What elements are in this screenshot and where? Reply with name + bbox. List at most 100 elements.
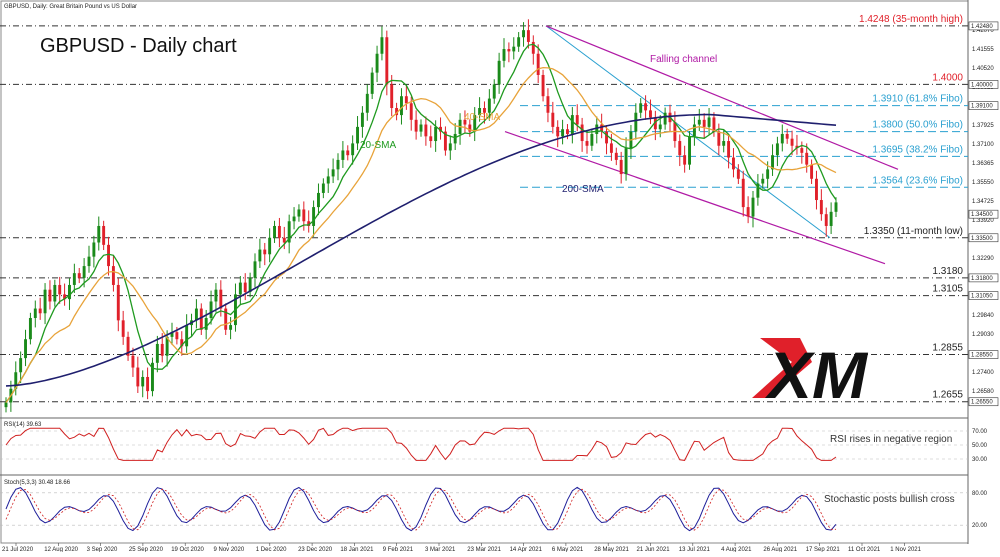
candle-body <box>761 178 765 184</box>
candle-body <box>561 129 565 137</box>
candle-body <box>58 284 62 295</box>
price-marker-box <box>968 21 999 31</box>
candle-body <box>448 143 452 151</box>
candle-body <box>624 148 628 175</box>
candle-body <box>712 117 716 132</box>
candle-body <box>165 336 169 356</box>
candle-body <box>658 124 662 130</box>
candle-body <box>756 183 760 198</box>
candle-body <box>292 216 296 222</box>
sma40-label: 40-SMA <box>464 112 500 123</box>
candle-body <box>258 249 262 262</box>
candle-body <box>253 261 257 278</box>
level-label: 1.2855 <box>932 343 963 354</box>
y-tick-label: 1.29030 <box>972 332 994 338</box>
candle-body <box>282 237 286 243</box>
candle-body <box>639 103 643 113</box>
candle-body <box>551 112 555 127</box>
candle-body <box>795 145 799 149</box>
stoch-d-line <box>5 488 836 531</box>
candle-body <box>317 192 320 208</box>
x-tick-label: 23 Mar 2021 <box>467 547 501 552</box>
candle-body <box>370 72 374 94</box>
stoch-panel: 80.00 20.00 <box>0 486 988 532</box>
xm-logo-text: XM <box>764 338 869 412</box>
candle-body <box>570 115 574 134</box>
candle-body <box>663 112 667 125</box>
candle-body <box>746 207 750 217</box>
price-marker-box <box>968 273 999 283</box>
candle-body <box>649 110 652 118</box>
candle-body <box>678 141 682 156</box>
candle-body <box>595 124 599 134</box>
candle-body <box>468 124 472 132</box>
rsi-label: RSI(14) 39.63 <box>4 422 42 428</box>
candle-body <box>522 30 525 38</box>
sma40-line <box>5 66 837 403</box>
stoch-k-line <box>5 486 837 532</box>
x-ticks: 21 Jul 2020 12 Aug 2020 3 Sep 2020 25 Sep 2… <box>2 543 922 553</box>
candle-body <box>805 152 809 165</box>
level-label: 1.3564 (23.6% Fibo) <box>872 175 963 186</box>
candle-body <box>102 225 106 245</box>
x-tick-label: 25 Sep 2020 <box>129 547 164 552</box>
candle-body <box>336 159 340 170</box>
price-marker-label: 1.26550 <box>971 400 993 406</box>
candle-body <box>478 108 482 116</box>
candle-body <box>815 178 818 201</box>
price-marker-box <box>968 397 999 407</box>
candle-body <box>180 339 184 347</box>
candle-body <box>707 117 711 127</box>
level-label: 1.3910 (61.8% Fibo) <box>872 94 963 105</box>
candle-body <box>492 84 496 99</box>
x-tick-label: 6 May 2021 <box>552 547 584 552</box>
price-marker-label: 1.39100 <box>971 104 993 110</box>
x-tick-label: 4 Aug 2021 <box>721 547 752 552</box>
candle-body <box>170 332 174 337</box>
level-label: 1.3180 <box>932 266 963 277</box>
candle-body <box>614 152 618 160</box>
x-tick-label: 13 Jul 2021 <box>679 547 711 552</box>
candle-body <box>546 96 550 113</box>
candle-body <box>692 124 696 137</box>
candle-body <box>224 308 228 330</box>
candle-body <box>68 284 71 300</box>
sma20-label: 20-SMA <box>360 140 396 151</box>
candle-body <box>116 284 120 321</box>
candle-body <box>302 209 306 222</box>
candle-body <box>326 176 330 184</box>
candle-body <box>141 376 145 387</box>
y-tick-label: 1.32290 <box>972 256 994 262</box>
candle-body <box>24 339 27 359</box>
x-tick-label: 14 Apr 2021 <box>510 547 543 552</box>
candle-body <box>775 143 779 156</box>
candle-body <box>33 308 37 318</box>
candle-body <box>263 249 267 255</box>
x-tick-label: 3 Sep 2020 <box>87 547 118 552</box>
candle-body <box>780 133 784 144</box>
candle-body <box>146 376 150 392</box>
candle-body <box>819 200 823 215</box>
candle-body <box>653 117 657 130</box>
candle-body <box>453 133 457 144</box>
channel-lower-line <box>504 131 886 265</box>
candle-body <box>771 155 774 170</box>
candle-body <box>717 131 721 146</box>
candle-body <box>155 343 159 363</box>
y-tick-label: 1.41555 <box>972 47 994 53</box>
candle-body <box>722 141 726 146</box>
candle-body <box>483 108 486 113</box>
price-marker-box <box>968 209 999 219</box>
candle-body <box>487 98 491 113</box>
candle-body <box>97 225 101 243</box>
x-tick-label: 1 Nov 2021 <box>890 547 921 552</box>
candle-body <box>356 126 359 144</box>
candle-body <box>409 103 413 120</box>
fibo-trendline-line <box>545 25 831 239</box>
candle-body <box>609 143 613 153</box>
candle-body <box>443 131 447 151</box>
candle-body <box>111 266 115 285</box>
candle-body <box>331 169 335 177</box>
candle-body <box>414 119 418 132</box>
